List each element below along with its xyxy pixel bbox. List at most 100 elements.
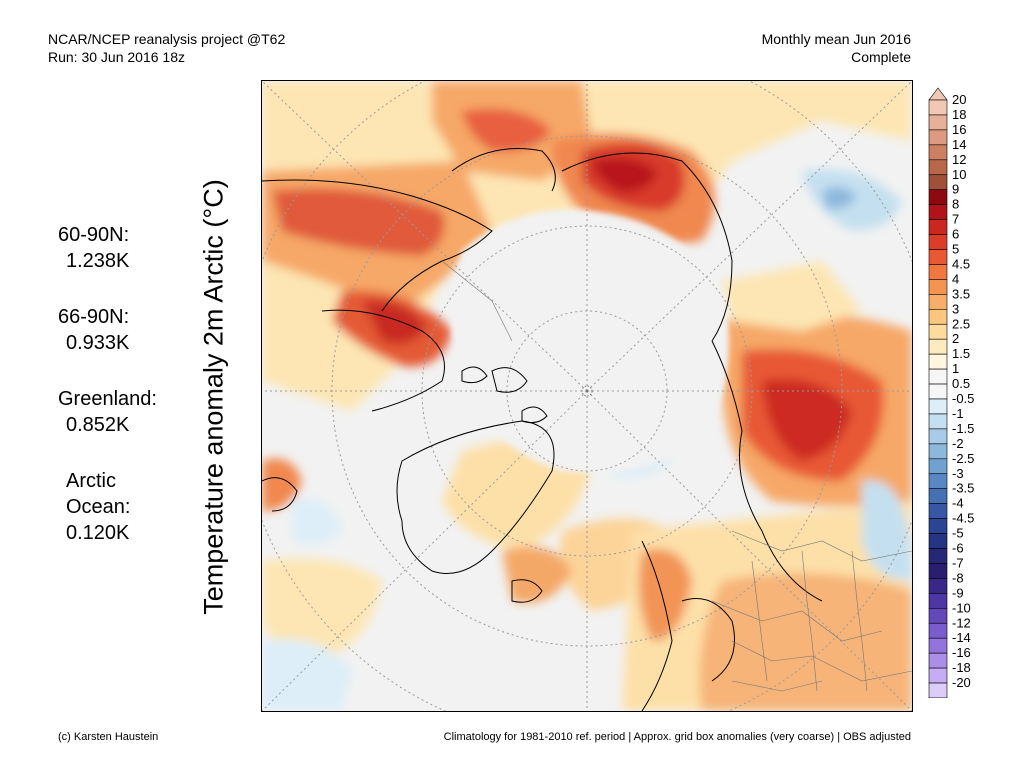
stat-66-90n: 66-90N: 0.933K — [58, 304, 129, 356]
colorbar-swatch — [928, 174, 948, 190]
stat-label: 66-90N: — [58, 306, 130, 328]
colorbar-swatch — [928, 323, 948, 340]
colorbar-swatch — [928, 578, 948, 594]
colorbar-top-arrow — [928, 87, 948, 101]
colorbar-swatch — [928, 607, 948, 624]
colorbar-swatch — [928, 279, 948, 295]
project-title: NCAR/NCEP reanalysis project @T62 — [48, 31, 286, 47]
colorbar-tick-label: -8 — [952, 570, 964, 585]
stat-value: 0.933K — [66, 332, 130, 354]
colorbar-tick-label: 1 — [952, 361, 959, 376]
colorbar-tick-label: -20 — [952, 675, 971, 690]
colorbar-tick-label: -12 — [952, 615, 971, 630]
colorbar-swatch — [928, 383, 948, 400]
colorbar-swatch — [928, 398, 948, 415]
colorbar-swatch — [928, 368, 948, 385]
colorbar-swatch — [928, 159, 948, 176]
colorbar-swatch — [928, 682, 948, 698]
colorbar-tick-label: 18 — [952, 107, 966, 122]
colorbar-swatch — [928, 249, 948, 265]
stat-greenland: Greenland: 0.852K — [58, 386, 157, 438]
colorbar-tick-label: -4.5 — [952, 511, 974, 526]
colorbar-tick-label: 10 — [952, 167, 966, 182]
graticule — [262, 81, 912, 711]
coastlines — [262, 148, 823, 711]
arctic-ocean-neutral — [452, 209, 729, 473]
colorbar-tick-label: -1.5 — [952, 421, 974, 436]
colorbar-tick-label: 9 — [952, 182, 959, 197]
stat-label: 60-90N: — [58, 224, 130, 246]
stat-arctic-ocean: Arctic Ocean: 0.120K — [58, 468, 168, 546]
colorbar-swatch — [928, 563, 948, 579]
colorbar-tick-label: 4.5 — [952, 256, 970, 271]
colorbar-swatch — [928, 99, 948, 116]
colorbar-tick-label: 7 — [952, 212, 959, 227]
colorbar-swatch — [928, 309, 948, 325]
stat-60-90n: 60-90N: 1.238K — [58, 222, 129, 274]
colorbar-tick-label: -9 — [952, 585, 964, 600]
credit: (c) Karsten Haustein — [58, 731, 159, 743]
colorbar-tick-label: 1.5 — [952, 346, 970, 361]
colorbar-tick-label: -2.5 — [952, 451, 974, 466]
stat-value: 0.852K — [66, 414, 130, 436]
colorbar-swatch — [928, 219, 948, 235]
colorbar-swatch — [928, 338, 948, 355]
colorbar-swatch — [928, 622, 948, 639]
header-left: NCAR/NCEP reanalysis project @T62 Run: 3… — [48, 30, 285, 66]
colorbar-swatch — [928, 518, 948, 534]
colorbar-swatch — [928, 443, 948, 460]
colorbar-swatch — [928, 353, 948, 370]
colorbar-swatch — [928, 204, 948, 220]
stat-value: 0.120K — [66, 522, 130, 544]
colorbar-tick-label: 2.5 — [952, 316, 970, 331]
north-pole-marker — [581, 385, 593, 397]
colorbar-swatch — [928, 548, 948, 564]
colorbar-tick-label: 5 — [952, 242, 959, 257]
colorbar-swatch — [928, 144, 948, 161]
colorbar-tick-label: -5 — [952, 526, 964, 541]
colorbar-swatch — [928, 667, 948, 684]
colorbar-swatch — [928, 503, 948, 519]
colorbar-swatch — [928, 652, 948, 669]
stat-label: Arctic Ocean: — [66, 470, 131, 518]
stat-label: Greenland: — [58, 388, 157, 410]
colorbar-tick-label: 16 — [952, 122, 966, 137]
colorbar-tick-label: -18 — [952, 660, 971, 675]
colorbar-tick-label: -10 — [952, 600, 971, 615]
colorbar-swatch — [928, 129, 948, 146]
arctic-map — [261, 80, 913, 712]
colorbar-tick-label: 8 — [952, 197, 959, 212]
colorbar-swatch — [928, 593, 948, 609]
colorbar-tick-label: 3 — [952, 301, 959, 316]
colorbar-tick-label: -14 — [952, 630, 971, 645]
colorbar-tick-label: -0.5 — [952, 391, 974, 406]
map-graphic — [262, 81, 912, 711]
colorbar-swatch — [928, 264, 948, 280]
colorbar-tick-label: 6 — [952, 227, 959, 242]
period-title: Monthly mean Jun 2016 — [761, 31, 911, 47]
colorbar-swatch — [928, 294, 948, 310]
colorbar: 20 18 16 14 12 10 9 8 7 6 5 4.5 4 3.5 3 2.5 2 1.5 1 0.5 -0.5… — [926, 86, 1024, 698]
colorbar-swatch — [928, 473, 948, 489]
colorbar-tick-label: 20 — [952, 92, 966, 107]
colorbar-swatch — [928, 413, 948, 430]
colorbar-swatch — [928, 488, 948, 504]
borders — [441, 260, 912, 692]
header-right: Monthly mean Jun 2016 Complete — [762, 30, 911, 66]
colorbar-tick-label: -2 — [952, 436, 964, 451]
colorbar-swatch — [928, 533, 948, 549]
colorbar-graphic: 201816141210987654.543.532.521.510.5-0.5… — [928, 87, 974, 698]
colorbar-tick-label: -7 — [952, 555, 964, 570]
colorbar-swatch — [928, 428, 948, 445]
run-time: Run: 30 Jun 2016 18z — [48, 49, 185, 65]
colorbar-tick-label: -6 — [952, 541, 964, 556]
colorbar-tick-label: 2 — [952, 331, 959, 346]
run-status: Complete — [851, 49, 911, 65]
colorbar-tick-label: -1 — [952, 406, 964, 421]
colorbar-tick-label: 0.5 — [952, 376, 970, 391]
colorbar-tick-label: 4 — [952, 271, 959, 286]
colorbar-tick-label: 14 — [952, 137, 966, 152]
colorbar-swatch — [928, 189, 948, 205]
colorbar-swatch — [928, 458, 948, 475]
footer-note: Climatology for 1981-2010 ref. period | … — [443, 731, 911, 743]
